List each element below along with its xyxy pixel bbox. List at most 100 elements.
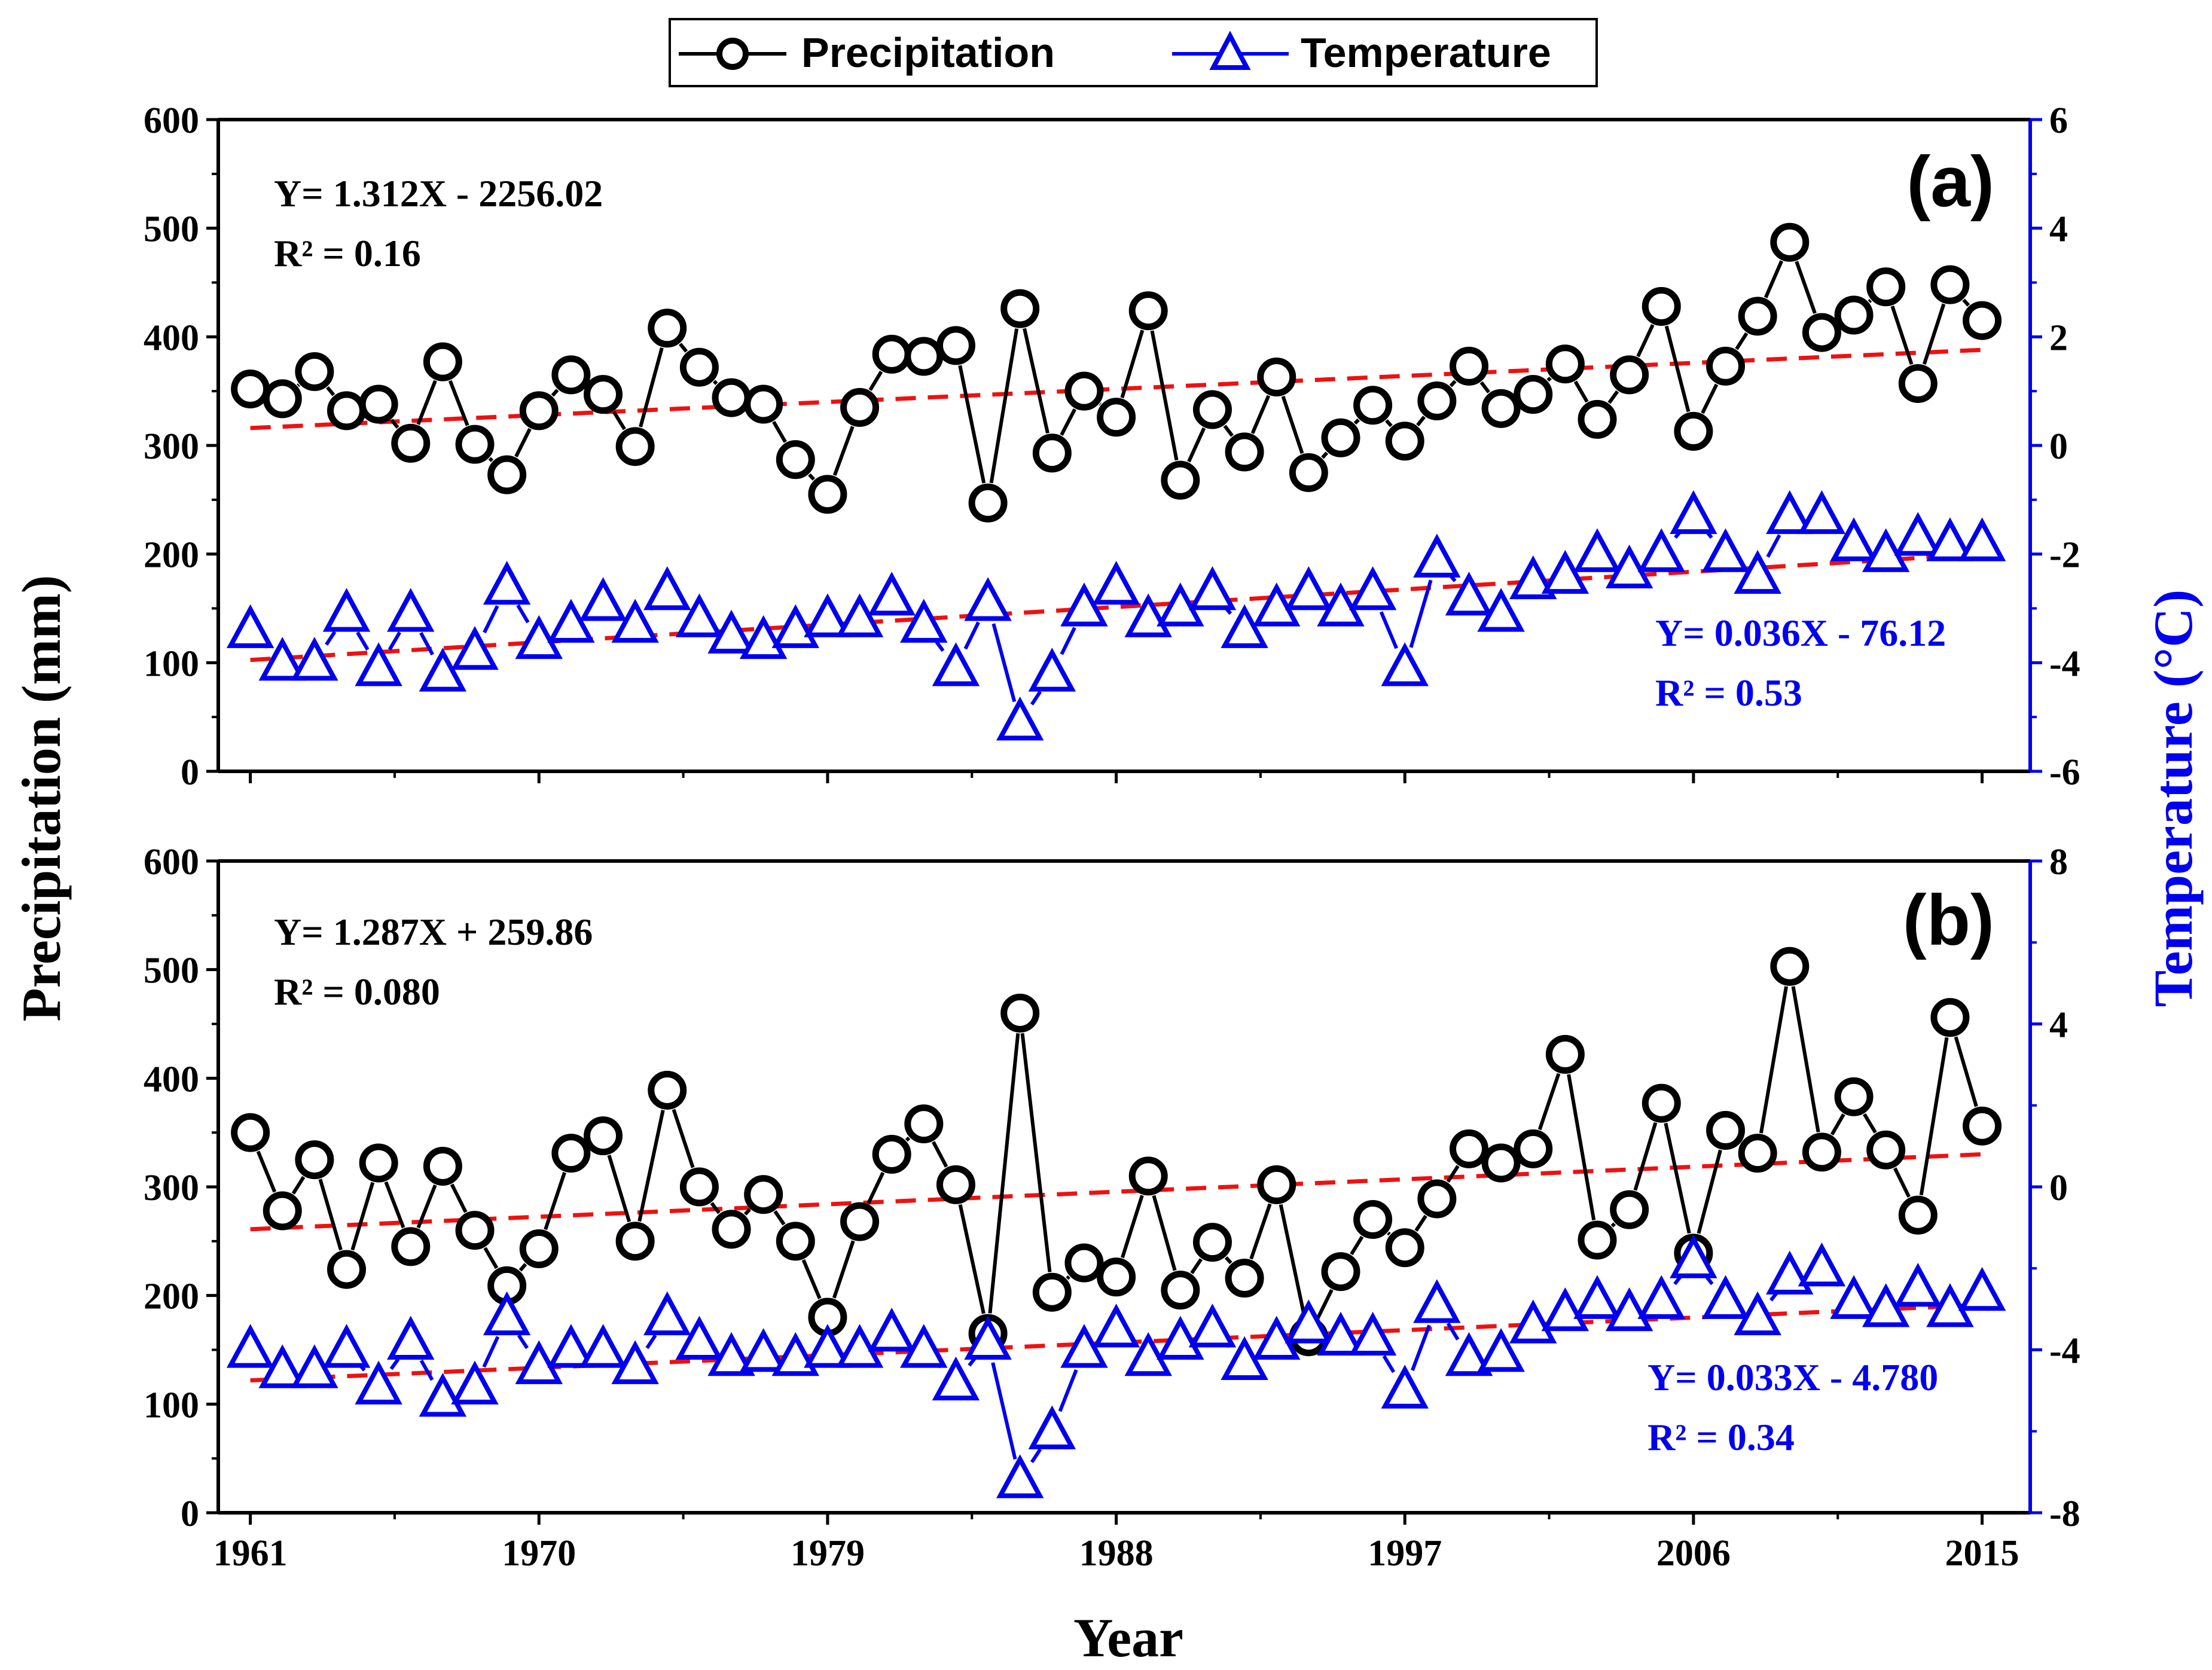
- temperature-point: [1958, 1266, 2006, 1311]
- precipitation-point: [1257, 358, 1296, 397]
- panel-b-precipitation-segment: [350, 1181, 375, 1251]
- panel-b-right-tick-label: 0: [2049, 1168, 2068, 1208]
- temperature-point: [451, 1360, 499, 1405]
- panel-a-temperature-segment: [325, 631, 337, 646]
- panel-a-precipitation-segment: [958, 365, 986, 484]
- precipitation-point: [679, 1167, 719, 1207]
- precipitation-point: [1032, 1272, 1072, 1312]
- temperature-point: [483, 560, 531, 605]
- panel-a-left-tick-label: 0: [181, 752, 199, 793]
- precipitation-point: [584, 1116, 623, 1156]
- temperature-point: [355, 1360, 402, 1405]
- precipitation-point: [1097, 1257, 1136, 1297]
- temperature-point: [1509, 1299, 1557, 1344]
- panel-b-temperature-segment: [645, 1334, 657, 1350]
- temperature-point: [1348, 566, 1397, 610]
- temperature-point: [932, 642, 980, 686]
- precipitation-point: [1770, 947, 1810, 986]
- temperature-point: [900, 1324, 948, 1368]
- temperature-point: [1573, 1275, 1621, 1319]
- temperature-point: [804, 1324, 852, 1368]
- precipitation-point: [648, 309, 687, 348]
- temperature-point: [226, 604, 274, 648]
- panel-b-right-tick-label: -8: [2049, 1494, 2080, 1534]
- panel-a-precip-equation: Y= 1.312X - 2256.02: [274, 172, 603, 215]
- temperature-point: [1734, 549, 1781, 594]
- panel-b-precipitation-segment: [1446, 1165, 1460, 1183]
- temperature-point: [1028, 1405, 1076, 1449]
- precipitation-point: [1097, 398, 1136, 437]
- panel-a-precipitation-segment: [326, 386, 335, 396]
- panel-a-precipitation-segment: [1735, 332, 1749, 350]
- temperature-point: [483, 1291, 531, 1336]
- temperature-point: [611, 599, 659, 643]
- temperature-point: [291, 637, 338, 681]
- panel-a-left-tick-label: 100: [144, 643, 199, 684]
- temperature-point: [675, 593, 724, 637]
- temperature-point: [1317, 1311, 1365, 1356]
- panel-b-left-tick-label: 600: [144, 842, 199, 883]
- panel-b-precipitation-segment: [988, 1033, 1020, 1314]
- panel-b-precipitation-segment: [801, 1259, 822, 1299]
- temperature-point: [419, 648, 467, 692]
- panel-b-right-tick-label: 8: [2049, 842, 2068, 883]
- panel-a-series: [226, 222, 2006, 741]
- precipitation-point: [1353, 386, 1393, 425]
- precipitation-point: [519, 391, 559, 431]
- precipitation-point: [359, 384, 398, 424]
- panel-a-precipitation-segment: [1416, 416, 1426, 427]
- panel-a-temp-equation: Y= 0.036X - 76.12: [1655, 612, 1946, 654]
- precipitation-point: [1064, 371, 1104, 411]
- panel-a-precipitation-segment: [1607, 390, 1619, 404]
- panel-a-temp-r2: R² = 0.53: [1655, 671, 1802, 714]
- temperature-point: [996, 1454, 1044, 1498]
- temperature-point: [226, 1324, 274, 1368]
- panel-b-precipitation-segment: [1697, 1149, 1722, 1234]
- temperature-point: [1926, 1283, 1974, 1327]
- panel-a-precipitation-segment: [448, 380, 469, 426]
- panel-a-precip-r2: R² = 0.16: [274, 232, 421, 274]
- precipitation-point: [776, 1222, 815, 1261]
- legend-precipitation-marker: [716, 38, 749, 70]
- panel-b-precipitation-trendline: [250, 1152, 1982, 1232]
- panel-b-series: [226, 947, 2006, 1498]
- panel-a-temperature-segment: [419, 631, 435, 656]
- temperature-point: [1445, 1332, 1493, 1376]
- precipitation-point: [1706, 1111, 1746, 1150]
- panel-a-precipitation-segment: [514, 428, 532, 457]
- precipitation-point: [1000, 993, 1040, 1033]
- panel-b-temperature-segment: [1058, 1369, 1078, 1412]
- panel-a-precipitation-segment: [1479, 381, 1491, 393]
- panel-b-temperature-segment: [1446, 1322, 1460, 1341]
- panel-b-precipitation-segment: [1830, 1113, 1845, 1135]
- panel-b-precipitation-segment: [773, 1210, 786, 1226]
- precipitation-point: [1738, 1134, 1777, 1173]
- temperature-point: [643, 1291, 691, 1336]
- precipitation-point: [1930, 998, 1970, 1037]
- panel-a-precipitation-segment: [1890, 306, 1914, 365]
- panel-a-precipitation-segment: [1150, 330, 1179, 461]
- temperature-point: [355, 642, 402, 686]
- panel-b-precipitation-segment: [518, 1263, 527, 1272]
- panel-b-temperature-segment: [1769, 1292, 1778, 1302]
- panel-b-temperature-segment: [419, 1359, 434, 1381]
- panel-b-precipitation-segment: [291, 1176, 306, 1195]
- precipitation-point: [1161, 460, 1200, 500]
- precipitation-point: [1385, 422, 1424, 461]
- precipitation-point: [968, 483, 1008, 523]
- precipitation-point: [840, 1202, 880, 1241]
- panel-a-precipitation-segment: [808, 473, 816, 481]
- panel-a-precipitation-segment: [1250, 395, 1271, 434]
- temperature-point: [387, 588, 435, 632]
- x-tick-label: 1988: [1079, 1533, 1154, 1574]
- panel-b-precipitation-segment: [1066, 1275, 1070, 1280]
- precipitation-point: [1128, 291, 1168, 331]
- precipitation-point: [1481, 389, 1521, 428]
- temperature-point: [258, 637, 306, 681]
- temperature-point: [1637, 528, 1685, 572]
- temperature-point: [868, 1308, 916, 1352]
- temperature-point: [547, 1324, 595, 1368]
- panel-b-precipitation-segment: [1664, 1122, 1691, 1234]
- temperature-point: [1894, 512, 1942, 556]
- precipitation-point: [1481, 1143, 1521, 1183]
